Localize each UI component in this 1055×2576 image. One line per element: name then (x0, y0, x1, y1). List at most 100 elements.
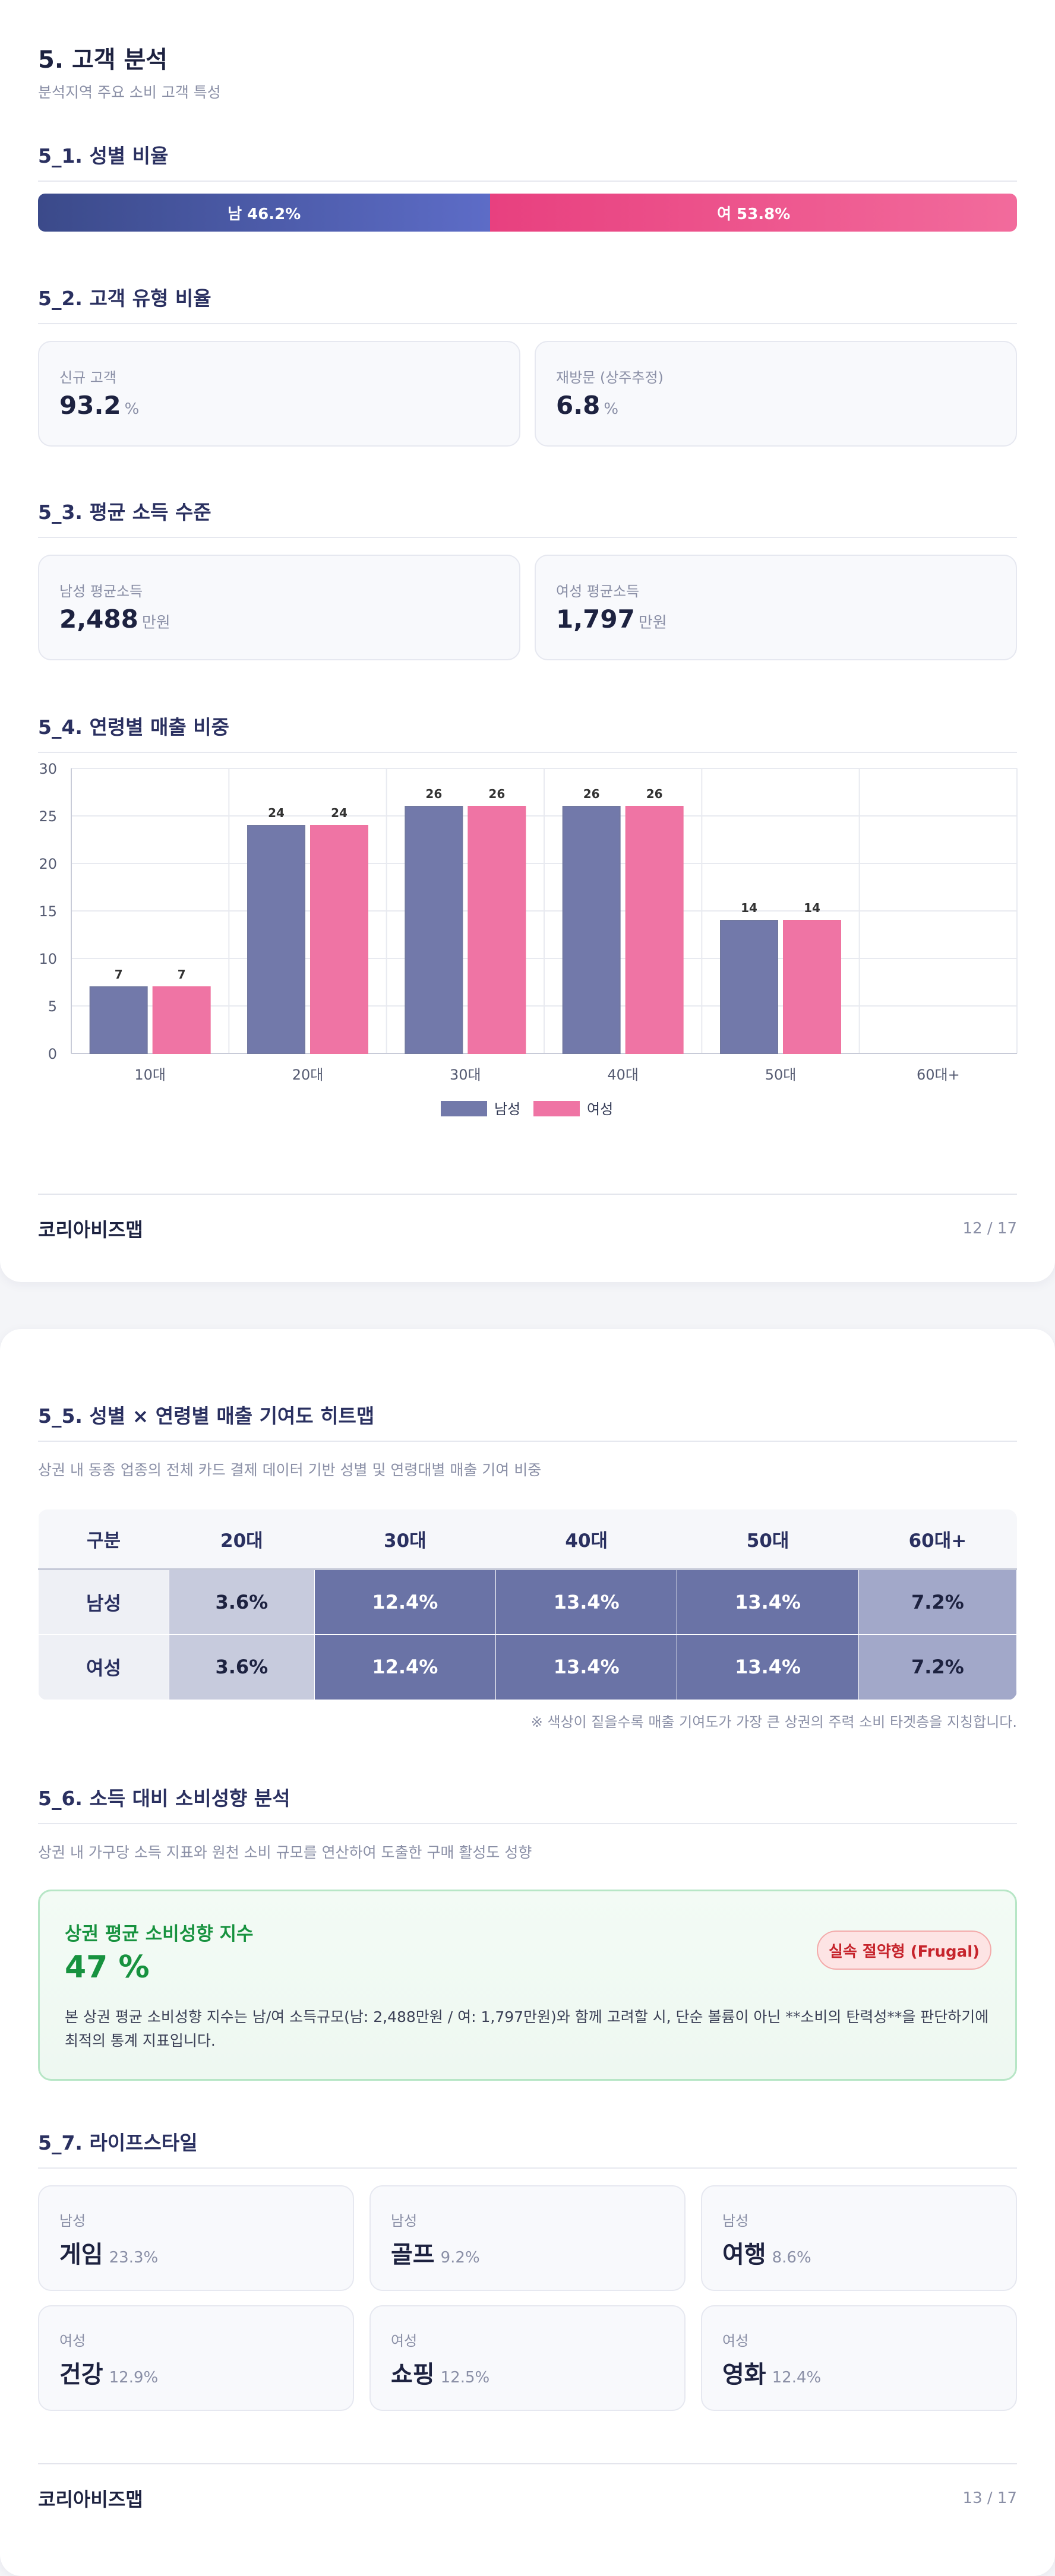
lifestyle-card: 여성 건강 12.9% (38, 2305, 354, 2411)
lifestyle-gender: 여성 (59, 2333, 86, 2349)
customer-type-heading: 5_2. 고객 유형 비율 (38, 283, 1017, 324)
y-tick-label: 20 (39, 856, 57, 872)
bar-male (562, 806, 621, 1054)
page-footer: 코리아비즈맵 12 / 17 (38, 1194, 1017, 1242)
y-tick-label: 10 (39, 951, 57, 967)
bar-data-label: 26 (646, 787, 663, 801)
revisit-customer-value: 6.8% (556, 391, 619, 420)
heatmap-col-header: 30대 (314, 1509, 496, 1570)
age-sales-bar-chart: 0 5 10 15 20 25 30 7 7 10대 24 24 20대 26 26 30대 26 26 40대 14… (39, 762, 1018, 1118)
lifestyle-name: 건강 12.9% (59, 2361, 159, 2388)
heatmap-col-header: 20대 (169, 1509, 315, 1570)
lifestyle-gender: 남성 (59, 2213, 86, 2229)
propensity-heading: 5_6. 소득 대비 소비성향 분석 (38, 1783, 1017, 1824)
lifestyle-heading: 5_7. 라이프스타일 (38, 2127, 1017, 2169)
heatmap-col-header: 구분 (38, 1509, 169, 1570)
footer-page-number: 12 / 17 (962, 1220, 1017, 1238)
heatmap-row-label: 여성 (38, 1634, 169, 1700)
bar-data-label: 7 (115, 967, 123, 982)
lifestyle-name: 영화 12.4% (722, 2361, 822, 2388)
x-tick-label: 20대 (292, 1067, 324, 1083)
heatmap-table: 구분 20대 30대 40대 50대 60대+ 남성 3.6% 12.4% 13… (38, 1509, 1017, 1700)
y-tick-label: 25 (39, 808, 57, 825)
male-income-label: 남성 평균소득 (59, 583, 143, 600)
heatmap-col-header: 50대 (677, 1509, 859, 1570)
female-income-label: 여성 평균소득 (556, 583, 640, 600)
lifestyle-card: 여성 쇼핑 12.5% (369, 2305, 686, 2411)
footer-page-number: 13 / 17 (962, 2489, 1017, 2507)
heatmap-cell: 13.4% (495, 1634, 678, 1700)
lifestyle-gender: 여성 (391, 2333, 418, 2349)
propensity-card-title: 상권 평균 소비성향 지수 (65, 1923, 254, 1945)
heatmap-cell: 3.6% (169, 1634, 315, 1700)
male-income-value: 2,488 만원 (59, 605, 170, 634)
heatmap-row-label: 남성 (38, 1568, 169, 1635)
y-tick-label: 0 (48, 1046, 57, 1062)
heatmap-cell: 12.4% (314, 1568, 497, 1635)
x-tick-label: 10대 (134, 1067, 166, 1083)
footer-brand: 코리아비즈맵 (38, 2488, 143, 2511)
lifestyle-name: 게임 23.3% (59, 2241, 159, 2268)
bar-data-label: 14 (741, 901, 757, 915)
propensity-index-card: 상권 평균 소비성향 지수 47 % 실속 절약형 (Frugal) 본 상권 … (38, 1890, 1017, 2081)
lifestyle-card: 남성 게임 23.3% (38, 2185, 354, 2291)
y-tick-label: 30 (39, 762, 57, 777)
propensity-index-value: 47 % (65, 1950, 150, 1985)
heatmap-col-header: 40대 (495, 1509, 677, 1570)
page-subtitle: 분석지역 주요 소비 고객 특성 (38, 84, 221, 101)
age-sales-heading: 5_4. 연령별 매출 비중 (38, 711, 1017, 753)
legend-swatch (533, 1101, 580, 1116)
gender-ratio-heading: 5_1. 성별 비율 (38, 140, 1017, 182)
legend-label: 여성 (587, 1101, 613, 1118)
lifestyle-gender: 남성 (391, 2213, 418, 2229)
legend-label: 남성 (494, 1101, 520, 1118)
propensity-body-text: 본 상권 평균 소비성향 지수는 남/여 소득규모(남: 2,488만원 / 여… (65, 2008, 989, 2049)
lifestyle-name: 쇼핑 12.5% (391, 2361, 490, 2388)
bar-data-label: 26 (425, 787, 442, 801)
page-footer: 코리아비즈맵 13 / 17 (38, 2463, 1017, 2512)
lifestyle-name: 골프 9.2% (391, 2241, 480, 2268)
bar-male (720, 920, 778, 1054)
report-page-13: 5_5. 성별 × 연령별 매출 기여도 히트맵 상권 내 동종 업종의 전체 … (0, 1329, 1055, 2576)
footer-brand: 코리아비즈맵 (38, 1219, 143, 1241)
bar-female (468, 806, 526, 1054)
gender-ratio-bar: 남 46.2% 여 53.8% (38, 194, 1017, 232)
lifestyle-card: 여성 영화 12.4% (701, 2305, 1017, 2411)
bar-female (152, 986, 211, 1054)
x-tick-label: 40대 (607, 1067, 639, 1083)
x-tick-label: 50대 (765, 1067, 797, 1083)
x-tick-label: 60대+ (917, 1067, 960, 1083)
heatmap-header-row: 구분 20대 30대 40대 50대 60대+ (38, 1509, 1017, 1570)
lifestyle-card: 남성 골프 9.2% (369, 2185, 686, 2291)
heatmap-heading: 5_5. 성별 × 연령별 매출 기여도 히트맵 (38, 1400, 1017, 1442)
heatmap-row-female: 여성 3.6% 12.4% 13.4% 13.4% 7.2% (38, 1634, 1017, 1700)
frugal-type-badge: 실속 절약형 (Frugal) (817, 1931, 991, 1970)
bar-data-label: 26 (583, 787, 600, 801)
propensity-description: 상권 내 가구당 소득 지표와 원천 소비 규모를 연산하여 도출한 구매 활성… (38, 1844, 532, 1861)
heatmap-cell: 13.4% (677, 1568, 859, 1635)
female-income-value: 1,797 만원 (556, 605, 667, 634)
heatmap-note: ※ 색상이 짙을수록 매출 기여도가 가장 큰 상권의 주력 소비 타겟층을 지… (530, 1714, 1017, 1730)
bar-male (89, 986, 148, 1054)
bar-female (783, 920, 841, 1054)
heatmap-cell: 13.4% (495, 1568, 678, 1635)
bar-data-label: 24 (331, 806, 348, 820)
revisit-customer-label: 재방문 (상주추정) (556, 369, 664, 386)
female-income-card: 여성 평균소득 1,797 만원 (535, 555, 1017, 660)
y-tick-label: 5 (48, 998, 57, 1015)
bar-male (247, 825, 305, 1054)
heatmap-cell: 3.6% (169, 1568, 315, 1635)
x-tick-label: 30대 (450, 1067, 481, 1083)
new-customer-label: 신규 고객 (59, 369, 116, 386)
bar-data-label: 26 (488, 787, 505, 801)
page-title: 5. 고객 분석 (38, 46, 168, 74)
heatmap-row-male: 남성 3.6% 12.4% 13.4% 13.4% 7.2% (38, 1568, 1017, 1635)
bar-data-label: 24 (268, 806, 285, 820)
bar-male (405, 806, 463, 1054)
bar-data-label: 14 (804, 901, 820, 915)
y-tick-label: 15 (39, 903, 57, 920)
female-ratio-segment: 여 53.8% (490, 194, 1017, 232)
heatmap-col-header: 60대+ (858, 1509, 1017, 1570)
heatmap-cell: 12.4% (314, 1634, 497, 1700)
lifestyle-card: 남성 여행 8.6% (701, 2185, 1017, 2291)
